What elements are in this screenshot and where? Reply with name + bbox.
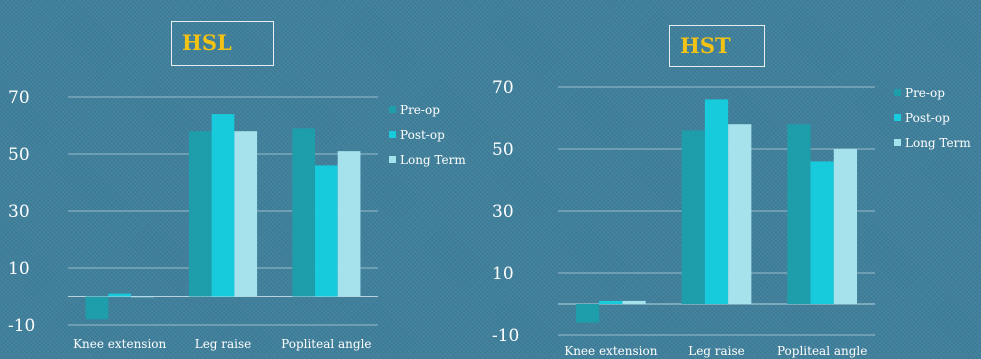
bar-pre-op	[85, 296, 109, 320]
y-tick-label: 50	[8, 145, 30, 165]
bar-post-op	[211, 114, 235, 297]
y-tick-label: 30	[492, 202, 514, 222]
y-tick-label: 50	[492, 140, 514, 160]
legend-label: Post-op	[905, 110, 950, 125]
legend-label: Long Term	[400, 152, 466, 167]
y-tick-label: 30	[8, 202, 30, 222]
bar-long-term	[337, 151, 361, 297]
category-label: Popliteal angle	[777, 344, 867, 358]
legend-label: Pre-op	[400, 102, 440, 117]
legend-swatch	[894, 139, 901, 146]
bar-long-term	[234, 131, 258, 297]
bar-post-op	[704, 99, 729, 305]
y-tick-label: 70	[492, 78, 514, 98]
y-tick-label: -10	[492, 326, 519, 346]
legend-swatch	[389, 106, 396, 113]
hsl-chart-panel: HSL -10 10 30 50 70 Knee extension Leg raise Po…	[0, 0, 490, 359]
chart-legend: Pre-op Post-op Long Term	[389, 97, 466, 172]
legend-item: Long Term	[894, 130, 971, 155]
legend-item: Long Term	[389, 147, 466, 172]
legend-item: Post-op	[894, 105, 971, 130]
legend-swatch	[389, 131, 396, 138]
hsl-chart: -10 10 30 50 70 Knee extension Leg raise Poplit…	[8, 88, 378, 351]
legend-item: Pre-op	[389, 97, 466, 122]
category-label: Knee extension	[73, 337, 166, 351]
category-label: Popliteal angle	[281, 337, 371, 351]
legend-label: Post-op	[400, 127, 445, 142]
category-label: Leg raise	[688, 344, 745, 358]
legend-label: Pre-op	[905, 85, 945, 100]
hst-chart: -10 10 30 50 70 Knee extension Leg raise Poplit…	[492, 78, 875, 358]
chart-title: HST	[669, 25, 765, 67]
bar-post-op	[314, 165, 338, 297]
legend-swatch	[894, 89, 901, 96]
legend-item: Post-op	[389, 122, 466, 147]
bar-pre-op	[681, 130, 705, 304]
bar-pre-op	[575, 304, 600, 323]
bar-pre-op	[787, 124, 811, 304]
legend-item: Pre-op	[894, 80, 971, 105]
bar-long-term	[833, 149, 858, 304]
y-tick-label: 10	[492, 264, 514, 284]
y-tick-label: 70	[8, 88, 30, 108]
bar-post-op	[108, 293, 132, 297]
bar-long-term	[728, 124, 752, 304]
legend-label: Long Term	[905, 135, 971, 150]
legend-swatch	[894, 114, 901, 121]
bar-pre-op	[292, 128, 315, 297]
category-label: Leg raise	[195, 337, 252, 351]
bar-pre-op	[188, 131, 212, 297]
chart-title: HSL	[171, 21, 274, 66]
bar-post-op	[810, 161, 834, 304]
y-tick-label: -10	[8, 316, 35, 336]
bar-long-term	[131, 296, 154, 298]
category-label: Knee extension	[564, 344, 657, 358]
y-tick-label: 10	[8, 259, 30, 279]
hst-chart-panel: HST -10 10 30 50 70 Knee extension Leg raise Po…	[490, 0, 981, 359]
bar-long-term	[622, 300, 646, 304]
legend-swatch	[389, 156, 396, 163]
bar-post-op	[599, 300, 623, 304]
chart-legend: Pre-op Post-op Long Term	[894, 80, 971, 155]
